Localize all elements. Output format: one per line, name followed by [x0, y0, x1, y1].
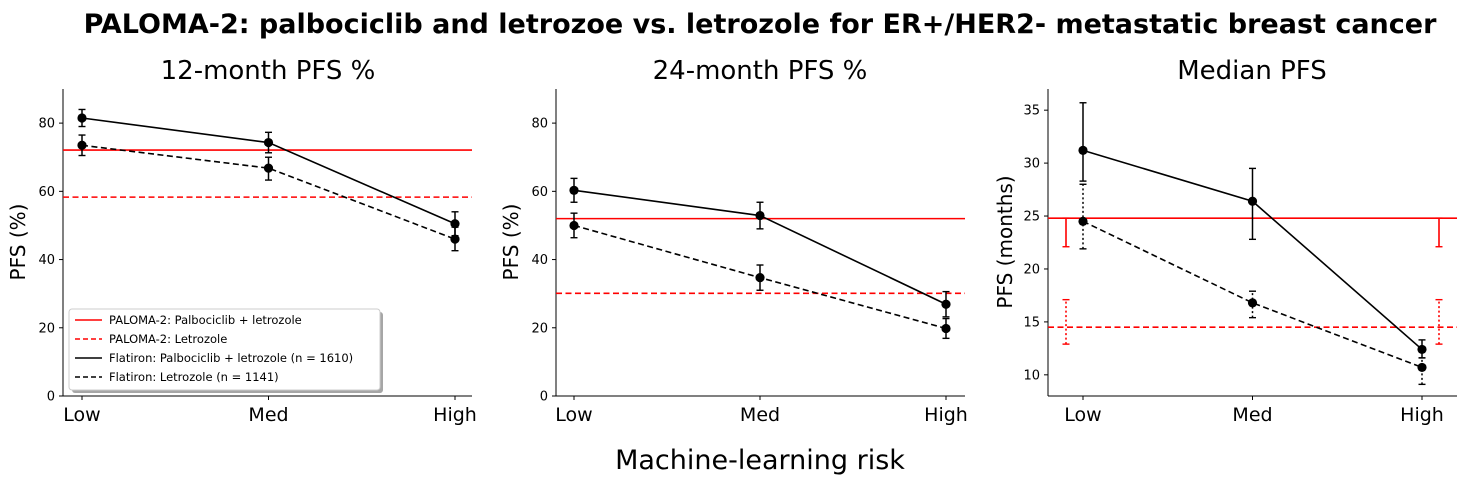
- legend: PALOMA-2: Palbociclib + letrozole PALOMA-…: [68, 308, 383, 393]
- data-point: [1078, 216, 1088, 226]
- y-tick-label: 15: [1023, 315, 1040, 330]
- y-tick-label: 80: [531, 117, 548, 132]
- series-line: [81, 144, 456, 240]
- panel-title: 12-month PFS %: [161, 56, 376, 86]
- y-tick-label: 0: [47, 390, 55, 405]
- data-point: [450, 234, 460, 244]
- legend-label: Flatiron: Letrozole (n = 1141): [109, 370, 279, 384]
- data-point: [77, 140, 87, 150]
- panel-12-month-pfs: 12-month PFS % PFS (%) 0 20 40 60 80 Low Med Hi…: [6, 56, 477, 426]
- y-tick-label: 30: [1023, 157, 1040, 172]
- x-tick-label: High: [924, 404, 968, 426]
- panel-24-month-pfs: 24-month PFS % PFS (%) 0 20 40 60 80 Low Med Hi…: [499, 56, 968, 426]
- data-point: [1247, 196, 1258, 206]
- y-tick-label: 20: [38, 321, 55, 336]
- y-tick-label: 60: [38, 185, 55, 200]
- legend-box: [68, 308, 381, 391]
- legend-label: PALOMA-2: Palbociclib + letrozole: [109, 313, 302, 327]
- y-tick-label: 20: [1023, 262, 1040, 277]
- figure-title: PALOMA-2: palbociclib and letrozoe vs. l…: [84, 9, 1438, 40]
- panel-median-pfs: Median PFS PFS (months) 10 15 20 25 30 35 Low M…: [993, 56, 1457, 426]
- legend-label: Flatiron: Palbociclib + letrozole (n = 1…: [109, 351, 353, 365]
- x-tick-label: High: [433, 404, 477, 426]
- y-tick-label: 25: [1023, 210, 1040, 225]
- data-point: [263, 137, 274, 148]
- figure-x-label: Machine-learning risk: [615, 445, 905, 476]
- x-tick-label: Low: [555, 404, 592, 426]
- y-tick-label: 10: [1023, 368, 1040, 383]
- data-point: [1078, 145, 1088, 155]
- x-tick-label: Low: [63, 404, 100, 426]
- y-axis-label: PFS (months): [993, 175, 1017, 308]
- x-tick-label: High: [1400, 404, 1444, 426]
- x-tick-label: Med: [1232, 404, 1272, 426]
- panel-title: Median PFS: [1177, 56, 1327, 86]
- y-axis-label: PFS (%): [499, 204, 523, 281]
- data-point: [569, 185, 579, 195]
- y-tick-label: 80: [38, 117, 55, 132]
- y-tick-label: 20: [531, 321, 548, 336]
- panel-title: 24-month PFS %: [653, 56, 868, 86]
- y-tick-label: 0: [540, 390, 548, 405]
- data-point: [569, 220, 579, 231]
- data-point: [941, 299, 951, 309]
- data-point: [263, 163, 274, 173]
- x-tick-label: Med: [248, 404, 288, 426]
- data-point: [1247, 298, 1258, 308]
- data-point: [755, 210, 765, 221]
- data-point: [1417, 344, 1427, 355]
- data-point: [1417, 362, 1427, 373]
- x-tick-label: Low: [1064, 404, 1101, 426]
- data-point: [77, 113, 87, 123]
- series-line: [1082, 220, 1423, 369]
- y-tick-label: 60: [531, 185, 548, 200]
- y-tick-label: 40: [38, 253, 55, 268]
- y-tick-label: 35: [1023, 104, 1040, 119]
- data-point: [941, 323, 951, 334]
- data-point: [450, 219, 460, 229]
- x-tick-label: Med: [740, 404, 780, 426]
- y-tick-label: 40: [531, 253, 548, 268]
- y-axis-label: PFS (%): [6, 204, 30, 281]
- legend-label: PALOMA-2: Letrozole: [109, 332, 227, 346]
- data-point: [755, 273, 765, 283]
